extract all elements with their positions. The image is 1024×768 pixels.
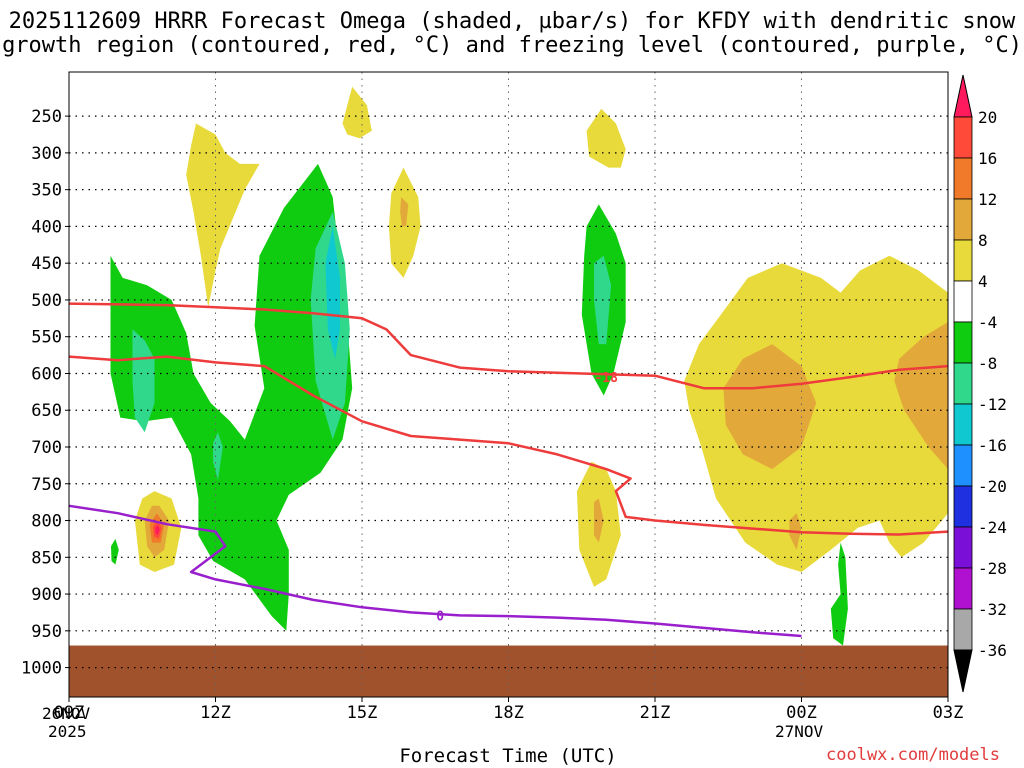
colorbar-bin — [953, 321, 973, 364]
y-tick-label: 250 — [31, 107, 62, 127]
colorbar-label: -32 — [978, 600, 1007, 619]
shade-ascent-16z-core — [400, 197, 409, 227]
axes: 250 300 350 400 450 500 550 600 650 700 750 800 850 9… — [21, 71, 964, 723]
contour-label-freezing: 0 — [436, 609, 444, 624]
colorbar-label: 8 — [978, 231, 988, 250]
shade-ascent-right-core-1 — [723, 344, 817, 470]
colorbar-label: -36 — [978, 641, 1007, 660]
x-tick-label: 15Z — [347, 703, 378, 723]
shade-descent-0130z — [830, 542, 848, 646]
shade-ascent-20z-upper — [586, 108, 626, 168]
x-tick-label: 00Z — [786, 703, 817, 723]
colorbar-label: -28 — [978, 559, 1007, 578]
contour-dgz-upper — [68, 302, 949, 390]
colorbar-label: -24 — [978, 518, 1007, 537]
colorbar-bin — [953, 362, 973, 405]
shade-ascent-11z-max — [155, 524, 160, 536]
colorbar-label: 12 — [978, 190, 997, 209]
colorbar-label: -8 — [978, 354, 997, 373]
credit-link[interactable]: coolwx.com/models — [826, 745, 1000, 765]
x-tick-label: 18Z — [493, 703, 524, 723]
contour-label-dgz: -18 — [594, 371, 618, 386]
y-tick-label: 850 — [31, 548, 62, 568]
y-tick-label: 600 — [31, 364, 62, 384]
date-label-mid: 27NOV — [775, 722, 824, 741]
x-tick-label: 09Z — [54, 703, 85, 723]
shade-ascent-20z-lower-core — [594, 498, 604, 543]
shade-ascent-right — [684, 255, 948, 573]
colorbar: 20 16 12 8 4 -4 -8 -12 -16 -20 -24 -28 -32 -36 — [953, 74, 1007, 693]
colorbar-bin — [953, 280, 973, 323]
colorbar-bin — [953, 526, 973, 569]
colorbar-bin — [953, 444, 973, 487]
colorbar-bin — [953, 403, 973, 446]
shade-small-descent-10z — [111, 538, 119, 565]
colorbar-bottom-arrow — [953, 649, 973, 693]
colorbar-label: 16 — [978, 149, 997, 168]
contour-freezing-level — [68, 504, 802, 638]
y-tick-label: 900 — [31, 585, 62, 605]
date-label-start-year: 2025 — [48, 722, 87, 741]
contour-dgz-lower — [68, 355, 949, 536]
colorbar-bin — [953, 198, 973, 241]
y-tick-label: 700 — [31, 438, 62, 458]
y-tick-label: 300 — [31, 144, 62, 164]
shade-descent-left-core — [132, 329, 155, 433]
colorbar-label: 4 — [978, 272, 988, 291]
chart-title-line-1: 2025112609 HRRR Forecast Omega (shaded, … — [8, 9, 1016, 34]
y-tick-label: 950 — [31, 622, 62, 642]
y-tick-label: 750 — [31, 475, 62, 495]
shade-ascent-top-15z — [342, 86, 372, 139]
colorbar-label: -12 — [978, 395, 1007, 414]
y-tick-label: 800 — [31, 512, 62, 532]
x-tick-label: 03Z — [933, 703, 964, 723]
y-tick-label: 550 — [31, 328, 62, 348]
colorbar-label: -20 — [978, 477, 1007, 496]
colorbar-label: -16 — [978, 436, 1007, 455]
date-label-start-day: 26NOV — [42, 704, 91, 723]
colorbar-bin — [953, 239, 973, 282]
shade-descent-left — [110, 163, 353, 631]
y-tick-label: 400 — [31, 217, 62, 237]
x-tick-label: 21Z — [640, 703, 671, 723]
contour-lines: -18 0 — [68, 302, 949, 638]
x-axis-label: Forecast Time (UTC) — [399, 745, 617, 767]
shade-ascent-upper-left — [186, 123, 260, 308]
y-tick-label: 500 — [31, 291, 62, 311]
shade-descent-13z-core — [213, 432, 223, 481]
colorbar-bin — [953, 567, 973, 610]
colorbar-bin — [953, 485, 973, 528]
shade-ascent-right-core-2 — [894, 322, 948, 470]
y-tick-label: 350 — [31, 181, 62, 201]
colorbar-bin — [953, 157, 973, 200]
shade-descent-15z-inner — [325, 226, 340, 359]
y-tick-label: 1000 — [21, 659, 62, 679]
omega-shading — [110, 86, 948, 646]
colorbar-label: -4 — [978, 313, 997, 332]
colorbar-top-arrow — [953, 74, 973, 118]
y-tick-label: 650 — [31, 401, 62, 421]
chart-title-line-2: growth region (contoured, red, °C) and f… — [2, 33, 1022, 58]
colorbar-bin — [953, 608, 973, 651]
y-tick-label: 450 — [31, 254, 62, 274]
x-tick-label: 12Z — [200, 703, 231, 723]
colorbar-bin — [953, 116, 973, 159]
colorbar-label: 20 — [978, 108, 997, 127]
